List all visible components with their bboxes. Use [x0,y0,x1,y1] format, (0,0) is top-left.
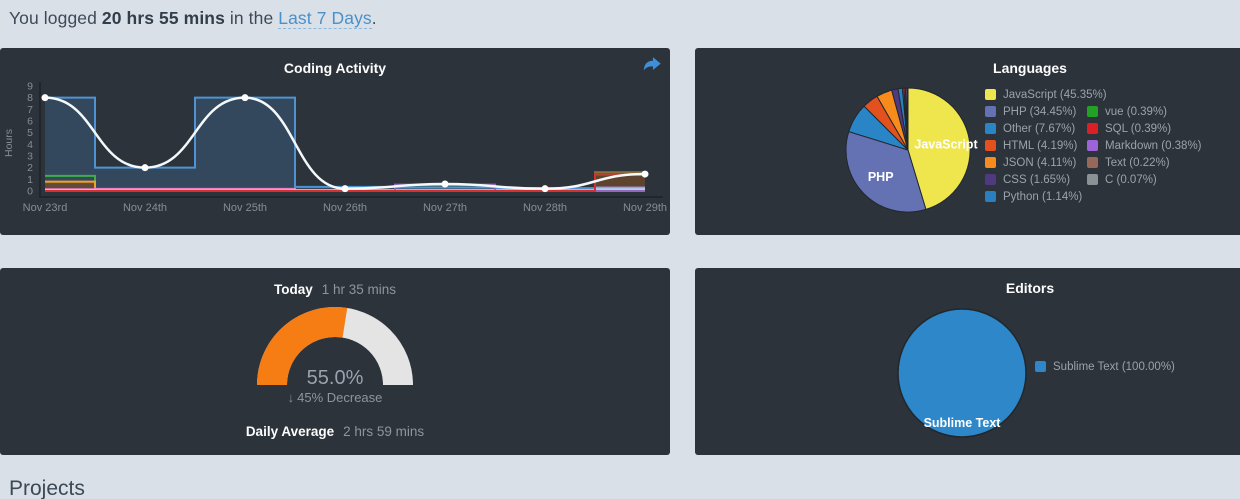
editors-pie-chart: Sublime Text [695,268,1240,455]
languages-card: Languages JavaScript PHP JavaScript (45.3… [695,48,1240,235]
legend-swatch [985,89,996,100]
legend-item-other[interactable]: Other (7.67%) [985,120,1107,137]
daily-average-time: 2 hrs 59 mins [343,424,425,439]
coding-activity-chart: 9 8 7 6 5 4 3 2 1 0 Hours Nov 23rd Nov 24th Nov 25th N… [0,48,670,235]
legend-item-python[interactable]: Python (1.14%) [985,188,1107,205]
svg-text:5: 5 [27,127,33,139]
today-gauge-chart [245,298,425,393]
legend-swatch [985,157,996,168]
legend-label: Other (7.67%) [1003,122,1076,135]
legend-label: vue (0.39%) [1105,105,1168,118]
legend-item-c[interactable]: C (0.07%) [1087,171,1202,188]
summary-prefix: You logged [9,8,102,28]
legend-swatch [1035,361,1046,372]
legend-item-sql[interactable]: SQL (0.39%) [1087,120,1202,137]
today-card: Today 1 hr 35 mins 55.0% ↓ 45% Decrease Da… [0,268,670,455]
legend-label: Text (0.22%) [1105,156,1170,169]
legend-swatch [985,140,996,151]
legend-swatch [1087,140,1098,151]
svg-text:Nov 26th: Nov 26th [323,202,367,214]
svg-text:Nov 25th: Nov 25th [223,202,267,214]
legend-item-vue[interactable]: vue (0.39%) [1087,103,1202,120]
date-range-link[interactable]: Last 7 Days [278,8,372,29]
legend-label: HTML (4.19%) [1003,139,1078,152]
svg-text:0: 0 [27,186,33,198]
editors-card: Editors Sublime Text Sublime Text (100.0… [695,268,1240,455]
legend-label: SQL (0.39%) [1105,122,1172,135]
legend-item-text[interactable]: Text (0.22%) [1087,154,1202,171]
svg-text:Nov 28th: Nov 28th [523,202,567,214]
legend-item-json[interactable]: JSON (4.11%) [985,154,1107,171]
summary-header: You logged 20 hrs 55 mins in the Last 7 … [9,8,377,29]
coding-activity-card: Coding Activity 9 8 7 6 5 4 3 2 1 0 Hours Nov 23rd N… [0,48,670,235]
legend-swatch [1087,123,1098,134]
languages-pie-chart: JavaScript PHP [695,48,1240,235]
legend-label: Python (1.14%) [1003,190,1083,203]
legend-column: Sublime Text (100.00%) [1035,358,1175,375]
svg-text:1: 1 [27,174,33,186]
svg-text:JavaScript: JavaScript [914,137,978,151]
svg-text:Nov 23rd: Nov 23rd [23,202,68,214]
legend-swatch [1087,106,1098,117]
today-time: 1 hr 35 mins [321,282,397,297]
svg-text:3: 3 [27,151,33,163]
svg-text:Nov 27th: Nov 27th [423,202,467,214]
legend-item-css[interactable]: CSS (1.65%) [985,171,1107,188]
legend-label: JavaScript (45.35%) [1003,88,1107,101]
svg-text:7: 7 [27,104,33,116]
legend-label: C (0.07%) [1105,173,1157,186]
summary-total-time: 20 hrs 55 mins [101,8,225,28]
projects-heading: Projects [9,477,85,499]
legend-column: JavaScript (45.35%) PHP (34.45%) Other (7.… [985,86,1107,205]
daily-average-summary: Daily Average 2 hrs 59 mins [0,424,670,439]
legend-label: CSS (1.65%) [1003,173,1071,186]
legend-swatch [985,123,996,134]
summary-middle: in the [224,8,279,28]
legend-swatch [1087,174,1098,185]
svg-text:9: 9 [27,81,33,93]
legend-label: Sublime Text (100.00%) [1053,360,1175,373]
svg-text:Sublime Text: Sublime Text [924,416,1002,430]
svg-text:8: 8 [27,92,33,104]
summary-suffix: . [371,8,377,28]
legend-column: vue (0.39%) SQL (0.39%) Markdown (0.38%) Te… [1087,103,1202,188]
legend-item-javascript[interactable]: JavaScript (45.35%) [985,86,1107,103]
legend-label: JSON (4.11%) [1003,156,1077,169]
svg-text:PHP: PHP [868,170,894,184]
legend-swatch [1087,157,1098,168]
today-summary: Today 1 hr 35 mins [0,282,670,297]
svg-text:Nov 29th: Nov 29th [623,202,667,214]
legend-label: Markdown (0.38%) [1105,139,1202,152]
legend-swatch [985,174,996,185]
daily-average-label: Daily Average [245,424,335,439]
share-arrow-icon[interactable] [641,54,663,74]
legend-item-php[interactable]: PHP (34.45%) [985,103,1107,120]
legend-swatch [985,191,996,202]
today-label: Today [273,282,313,297]
legend-label: PHP (34.45%) [1003,105,1077,118]
svg-text:6: 6 [27,116,33,128]
legend-item-html[interactable]: HTML (4.19%) [985,137,1107,154]
svg-text:4: 4 [27,139,33,151]
svg-text:Hours: Hours [3,129,15,157]
legend-item-markdown[interactable]: Markdown (0.38%) [1087,137,1202,154]
legend-swatch [985,106,996,117]
legend-item-sublime-text[interactable]: Sublime Text (100.00%) [1035,358,1175,375]
svg-text:Nov 24th: Nov 24th [123,202,167,214]
svg-text:2: 2 [27,162,33,174]
